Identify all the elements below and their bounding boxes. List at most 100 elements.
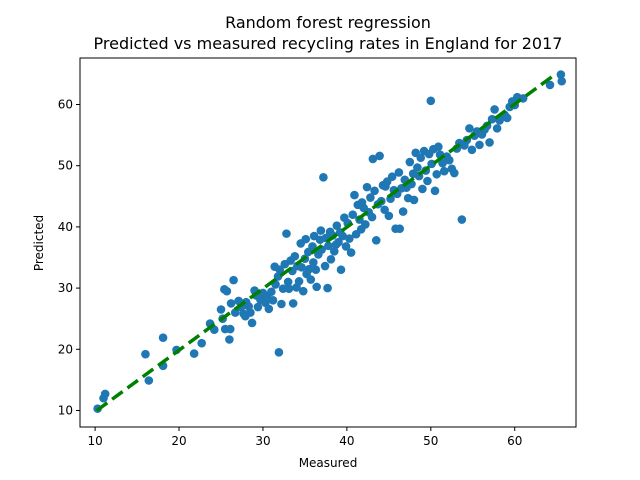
data-point	[225, 335, 234, 344]
data-point	[492, 124, 502, 133]
data-point	[324, 241, 333, 251]
data-point	[348, 210, 358, 219]
data-point	[336, 265, 346, 275]
data-point	[283, 277, 293, 287]
data-point	[274, 348, 284, 357]
data-point	[312, 282, 321, 292]
data-point	[367, 212, 377, 222]
y-tick-label: 10	[58, 403, 73, 417]
data-point	[556, 70, 566, 79]
data-point	[450, 168, 459, 178]
data-point	[304, 264, 314, 274]
data-point	[197, 338, 206, 348]
data-point	[253, 302, 263, 312]
data-point	[426, 96, 436, 106]
x-tick-label: 60	[507, 434, 522, 448]
data-point	[158, 333, 168, 342]
data-point	[387, 172, 397, 182]
data-point	[341, 242, 351, 251]
data-point	[323, 283, 332, 293]
data-point	[371, 236, 381, 245]
data-point	[438, 158, 447, 168]
x-axis: 10 20 30 40 50 60	[87, 427, 522, 448]
data-point	[457, 215, 467, 224]
data-point	[368, 154, 378, 164]
data-point	[362, 182, 372, 192]
data-point	[290, 251, 300, 261]
data-point	[350, 190, 359, 200]
data-point	[288, 299, 298, 308]
data-point	[278, 284, 288, 294]
data-point	[277, 299, 286, 309]
data-point	[467, 145, 477, 155]
y-tick-label: 40	[58, 220, 73, 234]
data-point	[366, 193, 375, 202]
data-point	[144, 376, 154, 385]
data-point	[395, 224, 405, 234]
data-point	[225, 324, 235, 334]
data-point	[332, 221, 342, 230]
data-point	[222, 286, 232, 296]
data-point	[282, 229, 291, 238]
data-point	[326, 255, 336, 264]
data-point	[334, 237, 343, 247]
data-point	[398, 207, 408, 216]
data-point	[316, 226, 326, 235]
data-point	[409, 195, 419, 205]
x-tick-label: 20	[171, 434, 186, 448]
data-point	[465, 124, 474, 133]
chart-subtitle: Predicted vs measured recycling rates in…	[94, 34, 563, 53]
data-point	[434, 142, 443, 152]
data-point	[416, 153, 426, 163]
data-point	[301, 234, 311, 244]
plot-frame	[79, 57, 577, 428]
data-point	[361, 220, 370, 229]
data-point	[306, 275, 316, 284]
data-point	[320, 261, 330, 271]
x-tick-label: 30	[255, 434, 270, 448]
data-point	[311, 265, 321, 275]
y-tick-label: 30	[58, 281, 73, 295]
x-tick-label: 40	[339, 434, 354, 448]
data-point	[246, 308, 255, 317]
data-point	[384, 211, 394, 221]
data-point	[502, 113, 512, 123]
chart-title: Random forest regression	[225, 13, 431, 32]
data-point	[345, 234, 354, 243]
data-point	[430, 186, 440, 196]
data-point	[268, 296, 278, 305]
data-point	[298, 286, 308, 296]
data-point	[545, 80, 555, 90]
data-point	[329, 247, 339, 256]
y-tick-label: 20	[58, 342, 73, 356]
y-axis-label: Predicted	[32, 215, 46, 271]
data-point	[439, 166, 449, 176]
data-point	[418, 184, 427, 194]
data-point	[405, 157, 415, 167]
data-point	[319, 173, 328, 182]
data-point	[297, 262, 306, 272]
data-point	[226, 299, 236, 308]
data-point	[380, 205, 389, 215]
data-point	[247, 318, 257, 328]
data-point	[375, 151, 384, 161]
data-point	[189, 349, 199, 358]
data-point	[370, 186, 379, 196]
data-point	[490, 105, 499, 114]
data-point	[338, 231, 347, 241]
data-point	[284, 284, 294, 294]
data-point	[264, 304, 274, 314]
data-point	[432, 169, 441, 179]
data-point	[294, 277, 304, 286]
data-point	[230, 308, 240, 317]
data-point	[485, 138, 494, 147]
data-point	[141, 349, 150, 359]
data-point	[475, 140, 484, 150]
data-point	[309, 258, 318, 267]
data-point	[444, 155, 454, 165]
data-point	[394, 168, 404, 177]
data-point	[100, 389, 110, 399]
data-point	[216, 305, 226, 314]
y-tick-label: 50	[58, 159, 73, 173]
